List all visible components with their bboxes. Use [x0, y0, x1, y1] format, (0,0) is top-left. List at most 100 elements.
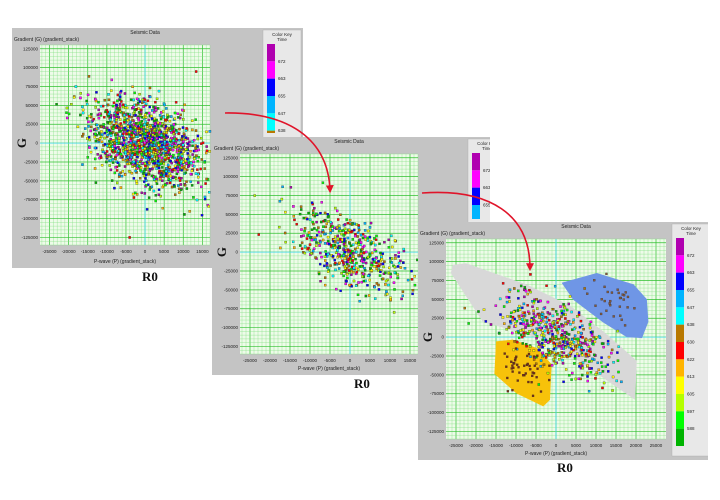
data-point — [369, 242, 373, 245]
data-point — [132, 112, 135, 115]
data-point — [130, 131, 134, 135]
data-point — [138, 129, 141, 132]
data-point — [348, 283, 351, 287]
data-point — [357, 228, 361, 232]
data-point — [170, 115, 173, 118]
data-point — [114, 147, 117, 150]
data-point — [125, 132, 128, 136]
data-point — [616, 288, 619, 291]
data-point — [517, 297, 520, 300]
data-point — [115, 153, 119, 157]
data-point — [348, 254, 352, 257]
data-point — [553, 337, 556, 340]
data-point — [342, 248, 345, 251]
data-point — [173, 117, 177, 120]
data-point — [157, 150, 161, 153]
data-point — [181, 126, 185, 129]
data-point — [196, 159, 200, 163]
data-point — [564, 317, 567, 320]
data-point — [149, 139, 153, 143]
y-tick-label: -125000 — [21, 235, 38, 240]
y-axis-title: Gradient (G) (gradient_stack) — [214, 146, 279, 152]
data-point — [140, 153, 144, 156]
data-point — [197, 148, 200, 152]
data-point — [552, 341, 555, 345]
data-point — [580, 348, 583, 352]
data-point — [157, 162, 161, 166]
data-point — [338, 227, 341, 230]
data-point — [564, 313, 567, 316]
data-point — [561, 359, 564, 362]
data-point — [292, 215, 296, 218]
data-point — [506, 315, 509, 318]
data-point — [124, 152, 127, 156]
data-point — [81, 111, 85, 115]
data-point — [399, 259, 402, 263]
data-point — [154, 153, 157, 156]
data-point — [140, 191, 143, 195]
data-point — [160, 159, 163, 162]
data-point — [532, 355, 536, 358]
data-point — [302, 234, 305, 237]
data-point — [143, 135, 146, 138]
data-point — [55, 103, 58, 106]
data-point — [389, 296, 392, 300]
data-point — [178, 176, 181, 180]
data-point — [606, 290, 609, 294]
data-point — [160, 148, 163, 151]
data-point — [577, 354, 581, 358]
data-point — [582, 327, 585, 331]
data-point — [300, 208, 303, 211]
data-point — [159, 194, 162, 198]
data-point — [303, 251, 307, 255]
x-tick-label: -25000 — [449, 443, 464, 448]
data-point — [180, 135, 184, 138]
data-point — [541, 342, 544, 345]
data-point — [556, 331, 560, 335]
data-point — [138, 121, 142, 125]
data-point — [153, 117, 156, 120]
data-point — [293, 218, 296, 222]
data-point — [178, 179, 182, 182]
data-point — [185, 187, 189, 190]
data-point — [299, 244, 302, 247]
data-point — [573, 357, 577, 360]
data-point — [377, 288, 381, 291]
data-point — [108, 139, 111, 143]
data-point — [177, 187, 181, 191]
data-point — [128, 122, 131, 125]
data-point — [129, 127, 133, 131]
data-point — [523, 286, 527, 289]
data-point — [352, 266, 356, 270]
data-point — [151, 160, 154, 163]
data-point — [65, 111, 68, 114]
data-point — [115, 169, 119, 172]
data-point — [561, 329, 564, 332]
data-point — [578, 362, 582, 365]
data-point — [178, 116, 182, 120]
data-point — [162, 151, 165, 155]
data-point — [139, 134, 142, 137]
data-point — [397, 261, 401, 265]
data-point — [467, 322, 470, 325]
data-point — [539, 326, 542, 330]
data-point — [137, 118, 141, 122]
data-point — [111, 104, 115, 108]
data-point — [535, 320, 538, 324]
data-point — [377, 283, 380, 287]
data-point — [570, 350, 573, 354]
data-point — [394, 254, 397, 257]
data-point — [112, 124, 116, 128]
data-point — [530, 318, 533, 322]
data-point — [72, 96, 76, 99]
data-point — [534, 314, 538, 318]
data-point — [506, 390, 510, 393]
data-point — [144, 177, 147, 180]
color-key-subtitle: Time — [686, 231, 696, 236]
data-point — [576, 315, 579, 318]
data-point — [93, 135, 97, 139]
data-point — [626, 295, 630, 299]
data-point — [94, 106, 97, 109]
y-tick-label: 25000 — [225, 231, 238, 236]
data-point — [396, 276, 399, 280]
